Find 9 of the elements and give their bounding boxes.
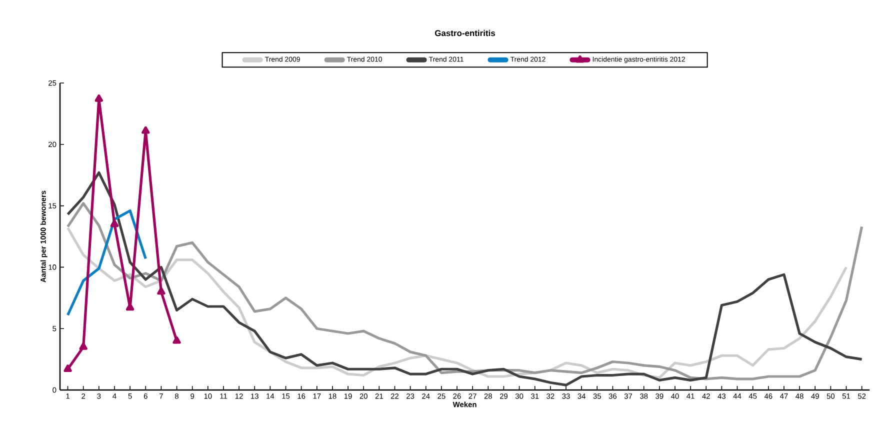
point: [79, 342, 88, 350]
point: [142, 126, 150, 134]
point: [157, 287, 166, 295]
point: [172, 336, 181, 344]
point: [110, 220, 119, 228]
point: [94, 94, 103, 102]
line-series: [66, 209, 147, 316]
point: [64, 364, 72, 372]
chart-title: Gastro-entiritis: [435, 30, 496, 36]
